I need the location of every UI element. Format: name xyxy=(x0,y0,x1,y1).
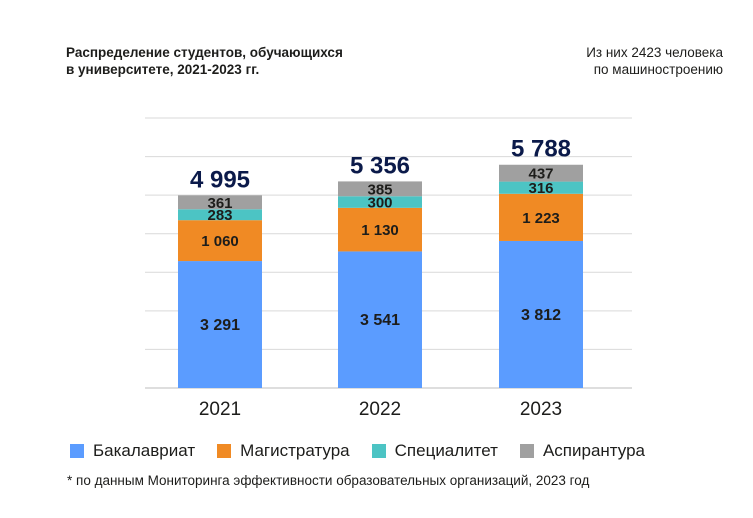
chart-title-line-1: Распределение студентов, обучающихся xyxy=(66,45,343,60)
bar-postgraduate-2021 xyxy=(178,195,262,210)
legend-item-bachelor: Бакалавриат xyxy=(70,441,195,461)
total-label-2021: 4 995 xyxy=(190,166,250,193)
x-tick-label-2021: 2021 xyxy=(199,399,241,420)
legend-label-specialist: Специалитет xyxy=(394,441,498,460)
x-tick-label-2022: 2022 xyxy=(359,399,401,420)
bar-bachelor-2022 xyxy=(338,251,422,388)
legend-item-specialist: Специалитет xyxy=(371,441,498,461)
bar-bachelor-2023 xyxy=(499,240,583,388)
data-label-postgraduate-2023: 437 xyxy=(528,166,553,183)
legend-item-master: Магистратура xyxy=(217,441,350,461)
bar-specialist-2021 xyxy=(178,209,262,221)
total-label-2022: 5 356 xyxy=(350,152,410,179)
chart-title-line-2: в университете, 2021-2023 гг. xyxy=(66,62,260,77)
legend-label-master: Магистратура xyxy=(240,441,350,460)
bar-master-2022 xyxy=(338,207,422,252)
bar-master-2021 xyxy=(178,220,262,262)
data-label-master-2021: 1 060 xyxy=(201,233,239,250)
data-label-specialist-2023: 316 xyxy=(528,180,553,197)
legend-swatch-postgraduate xyxy=(519,444,534,458)
legend-swatch-bachelor xyxy=(70,444,84,458)
data-label-master-2023: 1 223 xyxy=(522,210,560,227)
x-tick-label-2023: 2023 xyxy=(520,399,562,420)
legend-swatch-specialist xyxy=(371,444,386,458)
data-label-specialist-2022: 300 xyxy=(367,195,392,212)
data-label-bachelor-2023: 3 812 xyxy=(521,307,561,324)
side-note-line-1: Из них 2423 человека xyxy=(586,45,723,60)
bar-bachelor-2021 xyxy=(178,261,262,388)
legend-label-postgraduate: Аспирантура xyxy=(542,441,645,460)
data-label-bachelor-2021: 3 291 xyxy=(200,317,240,334)
bar-postgraduate-2022 xyxy=(338,181,422,197)
bar-postgraduate-2023 xyxy=(499,164,583,182)
data-label-bachelor-2022: 3 541 xyxy=(360,312,400,329)
footnote: * по данным Мониторинга эффективности об… xyxy=(67,473,590,488)
total-label-2023: 5 788 xyxy=(511,136,571,163)
chart-title: Распределение студентов, обучающихся в у… xyxy=(66,44,343,78)
bar-master-2023 xyxy=(499,193,583,241)
legend-swatch-master xyxy=(217,444,232,458)
bar-specialist-2022 xyxy=(338,196,422,208)
data-label-postgraduate-2021: 361 xyxy=(207,195,232,212)
data-label-master-2022: 1 130 xyxy=(361,222,399,239)
legend: Бакалавриат Магистратура Специалитет Асп… xyxy=(70,441,667,461)
bar-specialist-2023 xyxy=(499,181,583,194)
data-label-specialist-2021: 283 xyxy=(207,207,232,224)
data-label-postgraduate-2022: 385 xyxy=(367,181,392,198)
legend-label-bachelor: Бакалавриат xyxy=(93,441,196,460)
side-note: Из них 2423 человека по машиностроению xyxy=(586,44,723,78)
side-note-line-2: по машиностроению xyxy=(593,62,723,77)
legend-item-postgraduate: Аспирантура xyxy=(519,441,645,461)
